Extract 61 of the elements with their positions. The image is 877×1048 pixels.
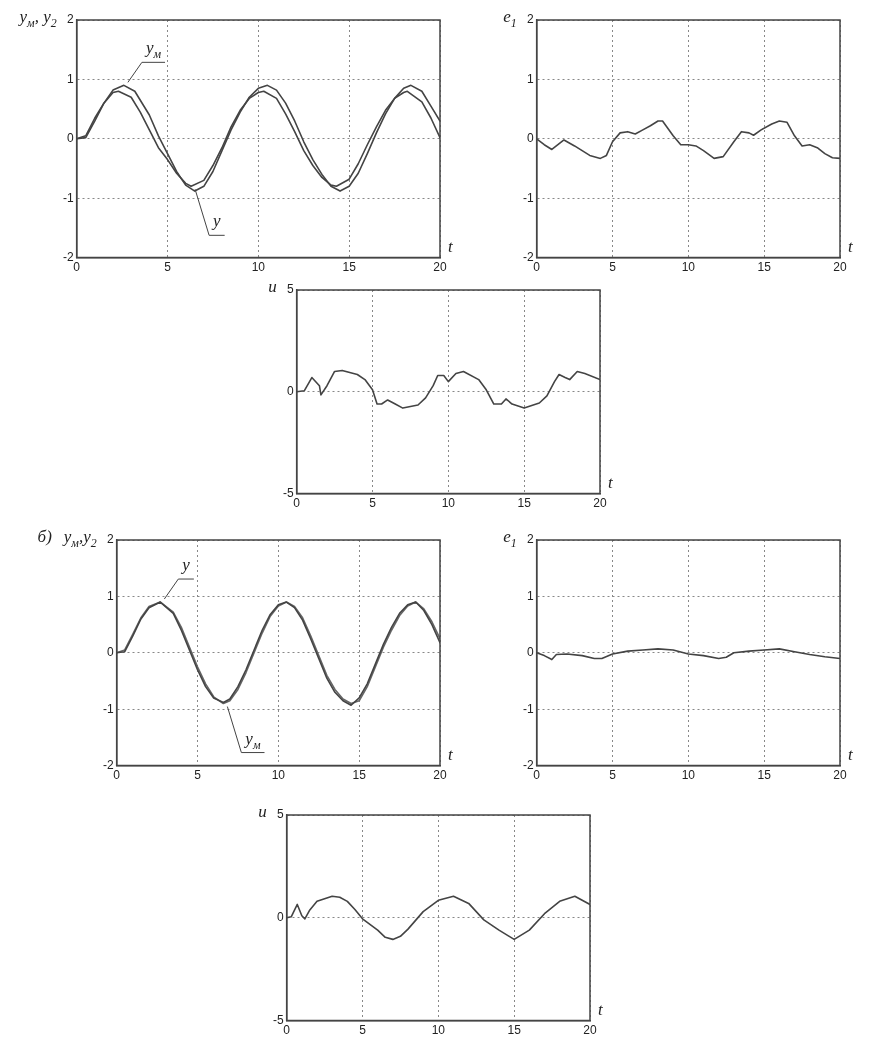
x-tick-label: 15 [507,1023,522,1038]
y-tick-label: -2 [63,249,74,264]
y-tick-label: -5 [273,1012,284,1027]
y-tick-label: -5 [283,485,294,500]
y-tick-label: -1 [103,701,114,716]
x-tick-label: 10 [251,260,266,275]
x-axis-title: t [448,744,454,764]
x-tick-label: 15 [352,768,367,783]
x-axis-title: t [848,236,854,256]
y-tick-label: 2 [66,12,74,27]
y-tick-label: 2 [106,532,114,547]
y-tick-label: 0 [526,131,534,146]
x-tick-label: 15 [342,260,357,275]
x-tick-label: 10 [431,1023,446,1038]
x-axis-title: t [608,472,614,492]
x-tick-label: 5 [369,496,377,511]
x-axis-title: t [598,999,604,1019]
y-tick-label: -2 [523,757,534,772]
y-axis-title: u [268,277,277,296]
x-axis-title: t [848,744,854,764]
x-tick-label: 20 [593,496,607,511]
x-axis-title: t [448,236,454,256]
x-tick-label: 5 [194,768,202,783]
series-label: y [211,211,222,231]
y-tick-label: 2 [526,532,534,547]
x-tick-label: 10 [681,768,696,783]
y-tick-label: 1 [66,71,74,86]
y-tick-label: 1 [106,588,114,603]
y-tick-label: 0 [286,384,294,399]
y-tick-label: 0 [276,910,284,925]
x-tick-label: 10 [271,768,286,783]
x-tick-label: 10 [441,496,456,511]
y-tick-label: -2 [523,249,534,264]
x-tick-label: 20 [833,768,847,783]
y-axis-title: u [258,802,267,821]
y-tick-label: 5 [276,807,284,822]
y-tick-label: 1 [526,588,534,603]
y-tick-label: -1 [523,190,534,205]
x-tick-label: 20 [433,260,447,275]
text: б) [37,527,53,546]
y-tick-label: -1 [63,190,74,205]
x-tick-label: 10 [681,260,696,275]
y-tick-label: 2 [526,12,534,27]
x-tick-label: 15 [517,496,532,511]
x-tick-label: 20 [433,768,447,783]
y-tick-label: -2 [103,757,114,772]
y-tick-label: 1 [526,71,534,86]
x-tick-label: 20 [833,260,847,275]
x-tick-label: 5 [359,1023,367,1038]
y-tick-label: 0 [106,645,114,660]
y-tick-label: 0 [66,131,74,146]
y-tick-label: 0 [526,645,534,660]
y-tick-label: 5 [286,282,294,297]
x-tick-label: 15 [757,768,772,783]
x-tick-label: 20 [583,1023,597,1038]
text: y [180,555,191,575]
x-tick-label: 5 [609,768,617,783]
x-tick-label: 15 [757,260,772,275]
x-tick-label: 5 [609,260,617,275]
y-tick-label: -1 [523,701,534,716]
x-tick-label: 5 [164,260,172,275]
